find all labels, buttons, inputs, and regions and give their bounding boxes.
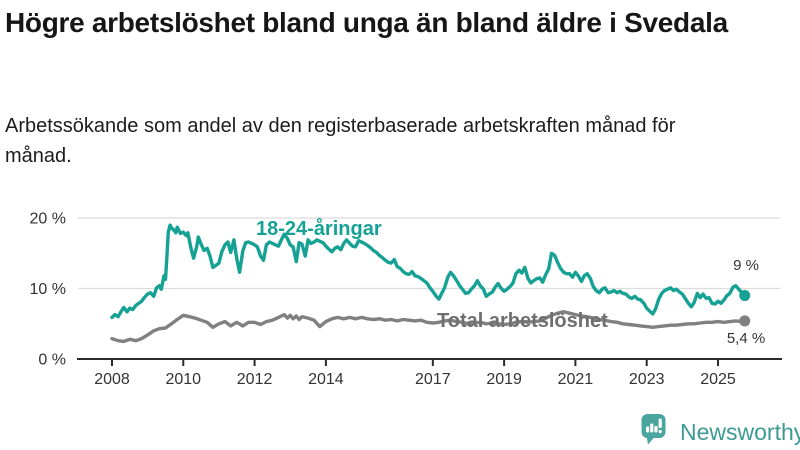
series-label-youth: 18-24-åringar (256, 218, 382, 240)
series-end-dot (739, 315, 751, 327)
y-axis-tick-label: 0 % (38, 352, 66, 369)
series-line (110, 310, 747, 344)
series-line (110, 223, 747, 320)
x-axis-tick-label: 2017 (415, 371, 451, 388)
x-axis-tick-label: 2025 (700, 371, 736, 388)
bar-chart-speech-bubble-icon (641, 414, 666, 445)
y-axis-tick-label: 10 % (30, 281, 66, 298)
x-axis-tick-label: 2010 (165, 371, 201, 388)
series-end-dot (739, 290, 751, 302)
page-title: Högre arbetslöshet bland unga än bland ä… (5, 7, 728, 38)
x-axis-tick-label: 2008 (94, 371, 130, 388)
newsworthy-logo-text: Newsworthy (680, 419, 800, 445)
series-label-total: Total arbetslöshet (437, 310, 608, 332)
end-value-label-total: 5,4 % (726, 330, 766, 347)
y-axis-tick-label: 20 % (30, 211, 66, 228)
end-value-label-youth: 9 % (733, 257, 759, 274)
x-axis-tick-label: 2014 (308, 371, 344, 388)
x-axis-tick-label: 2021 (558, 371, 594, 388)
x-axis-tick-label: 2023 (629, 371, 665, 388)
x-axis-tick-label: 2012 (237, 371, 273, 388)
chart-subtitle: Arbetssökande som andel av den registerb… (5, 115, 676, 167)
newsworthy-logo: Newsworthy (641, 413, 800, 445)
x-axis-tick-label: 2019 (486, 371, 522, 388)
